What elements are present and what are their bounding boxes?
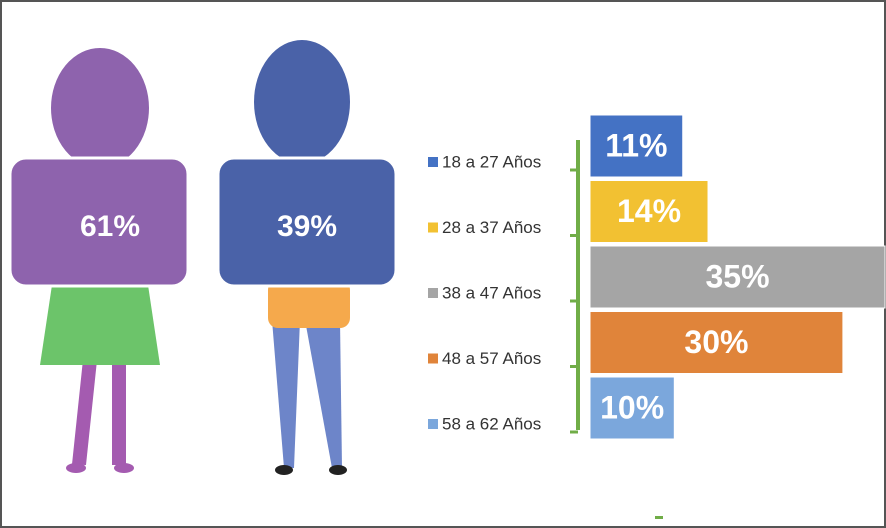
figure-panel [8, 156, 190, 288]
category-label: 18 a 27 Años [442, 152, 541, 171]
man-figure [219, 36, 395, 475]
category-label: 38 a 47 Años [442, 283, 541, 302]
category-label: 28 a 37 Años [442, 218, 541, 237]
category-label: 48 a 57 Años [442, 349, 541, 368]
bar-value-label: 14% [617, 193, 681, 229]
legend-swatch [428, 157, 438, 167]
legend-swatch [428, 419, 438, 429]
figure-panel [216, 156, 398, 288]
legend-swatch [428, 288, 438, 298]
legend-swatch [428, 222, 438, 233]
bar-value-label: 10% [600, 389, 664, 425]
decor-dash [655, 516, 663, 519]
bar-value-label: 11% [605, 127, 667, 163]
category-label: 58 a 62 Años [442, 414, 541, 433]
legend-swatch [428, 353, 438, 364]
bar [589, 245, 886, 309]
figure-value-label: 61% [80, 210, 140, 243]
bar-value-label: 30% [684, 324, 748, 360]
bar [589, 180, 709, 243]
bar [589, 114, 684, 178]
bar [589, 376, 675, 440]
figure-value-label: 39% [277, 210, 337, 243]
bar [589, 311, 844, 374]
bar-value-label: 35% [706, 258, 770, 294]
